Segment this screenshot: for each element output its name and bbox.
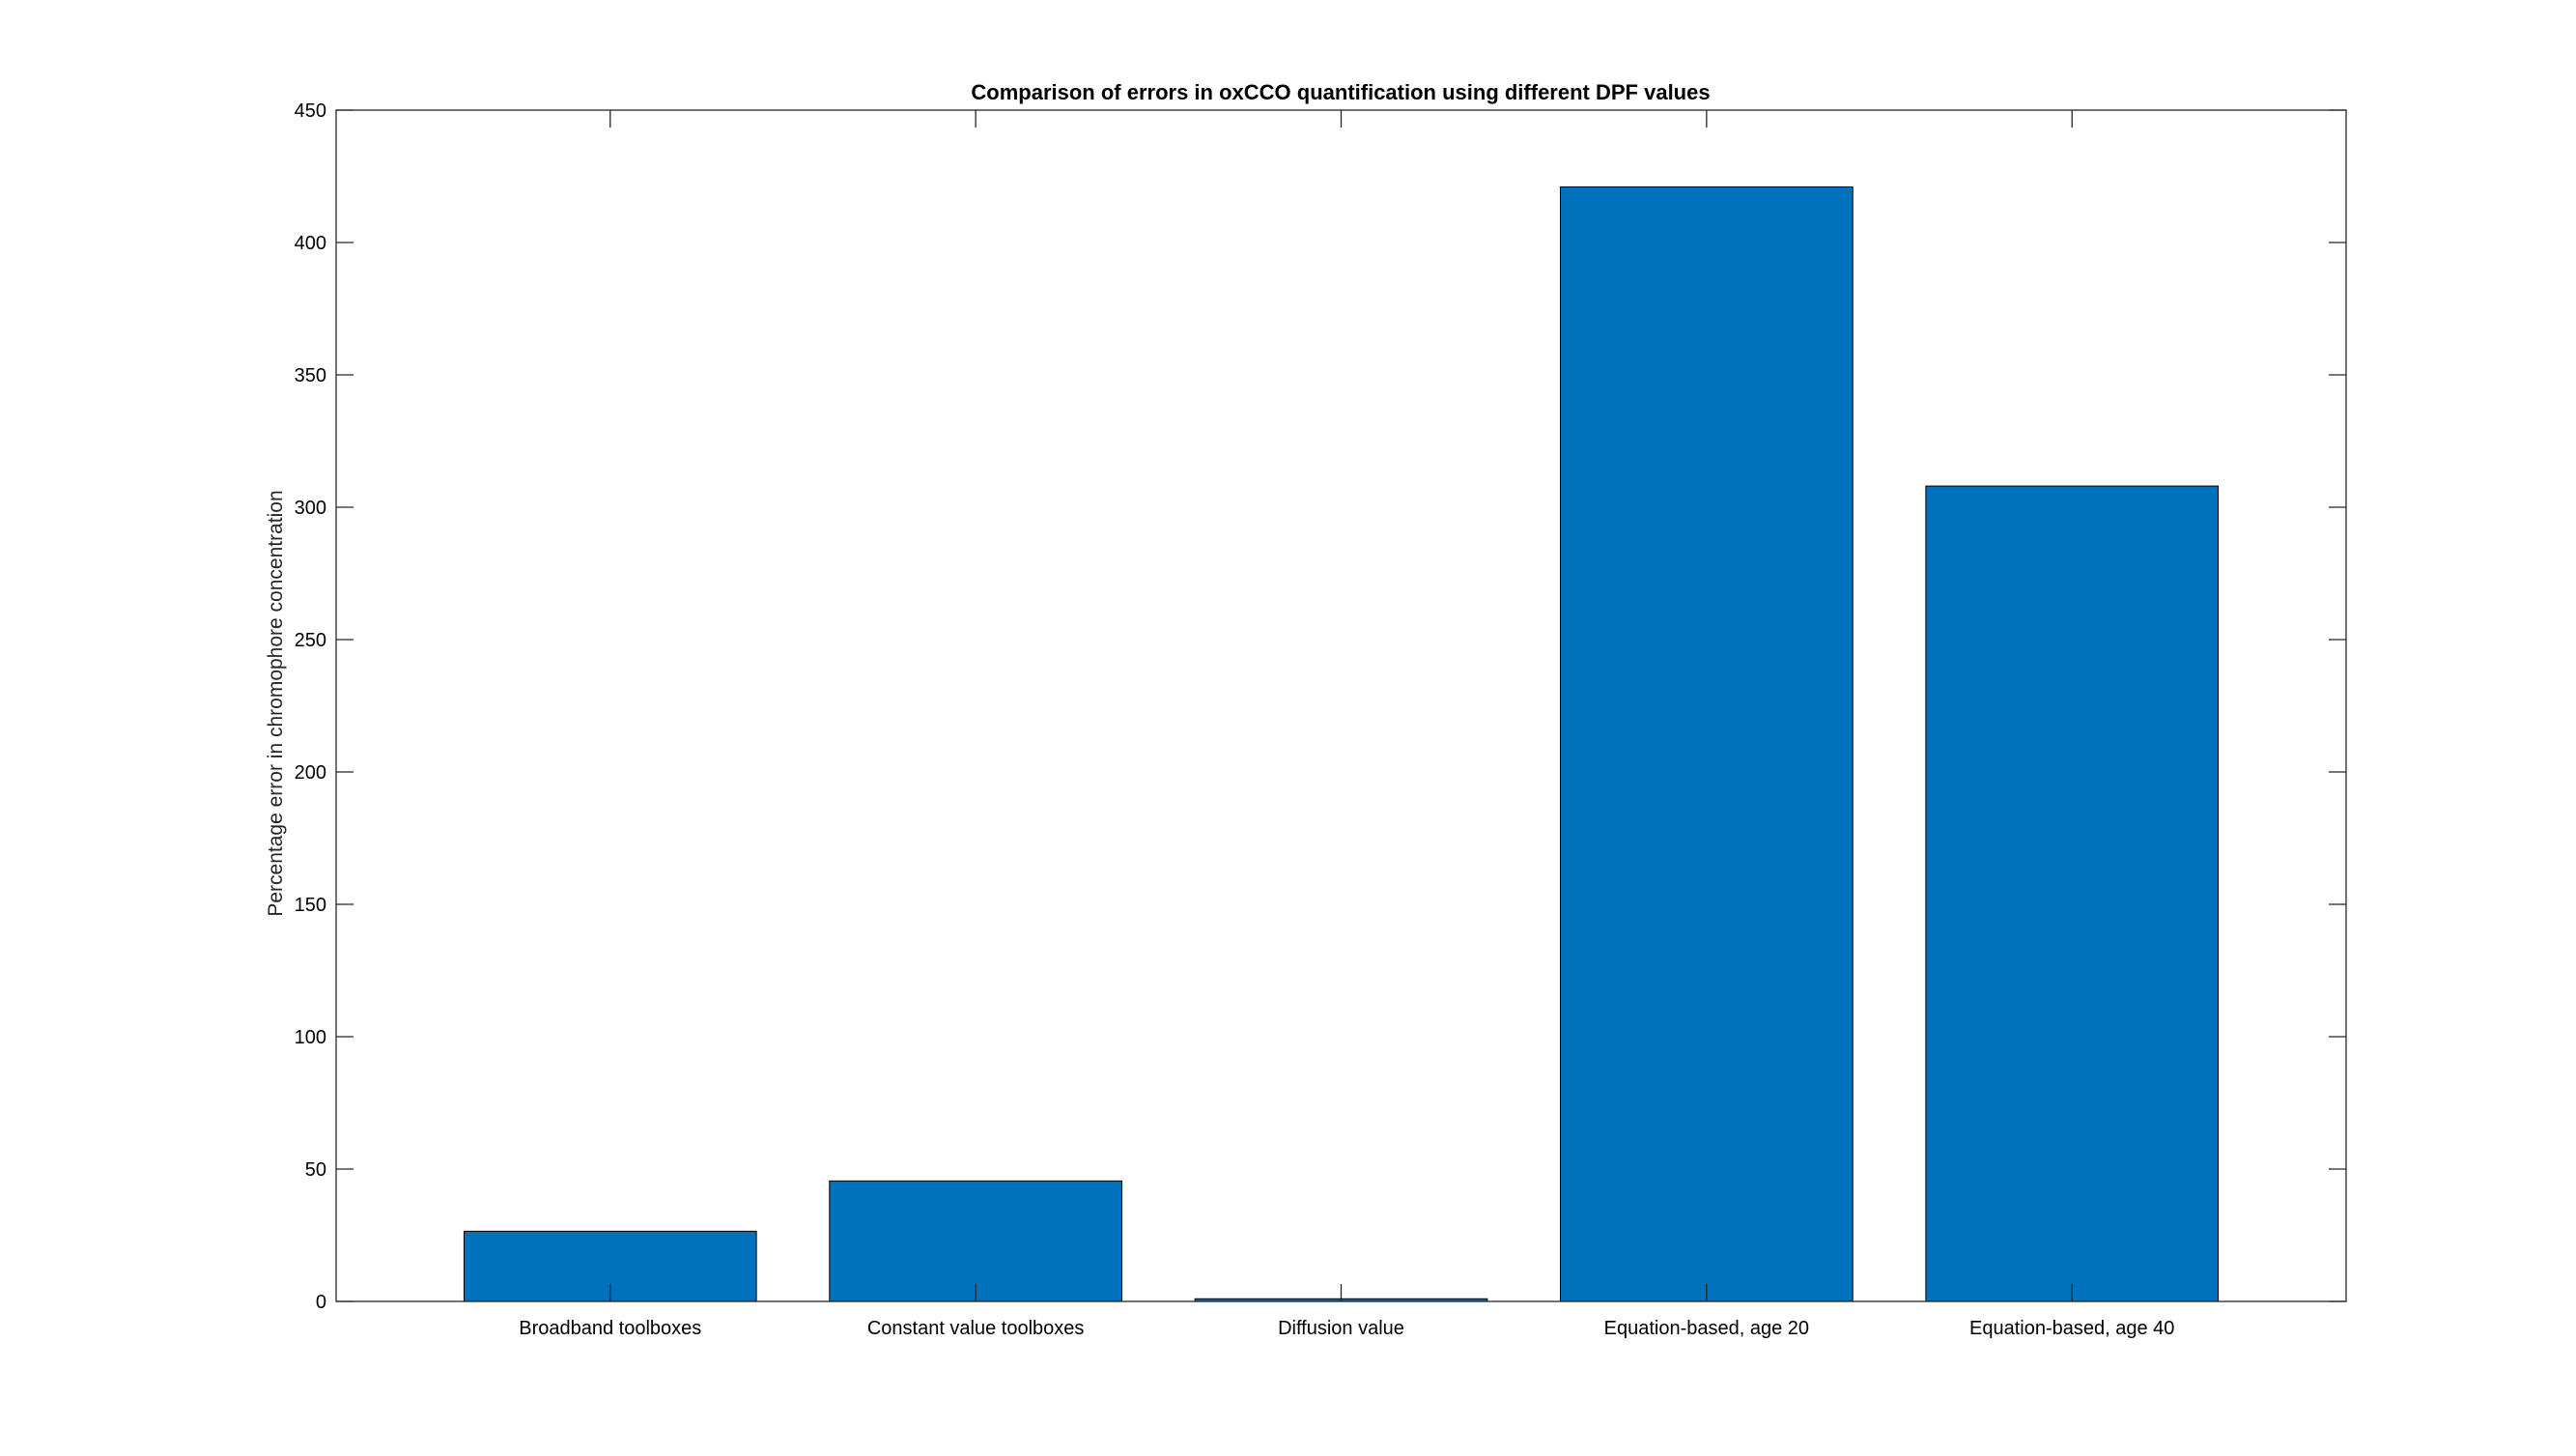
y-tick-label-0: 0: [316, 1292, 326, 1313]
x-tick-label-0: Broadband toolboxes: [519, 1318, 701, 1339]
tick-labels-layer: Broadband toolboxes Constant value toolbo…: [295, 100, 2175, 1339]
x-tick-label-2: Diffusion value: [1278, 1318, 1404, 1339]
x-tick-label-4: Equation-based, age 40: [1969, 1318, 2174, 1339]
y-tick-label-6: 300: [295, 498, 326, 519]
y-tick-label-4: 200: [295, 762, 326, 784]
y-tick-label-8: 400: [295, 233, 326, 254]
y-tick-label-5: 250: [295, 630, 326, 651]
bar-4: [1925, 485, 2220, 1302]
x-tick-label-1: Constant value toolboxes: [867, 1318, 1085, 1339]
bar-1: [829, 1180, 1122, 1302]
y-tick-label-3: 150: [295, 895, 326, 916]
y-tick-label-1: 50: [305, 1159, 326, 1181]
bar-3: [1560, 186, 1854, 1302]
y-tick-label-9: 450: [295, 100, 326, 122]
x-tick-label-3: Equation-based, age 20: [1604, 1318, 1809, 1339]
chart-title: Comparison of errors in oxCCO quantifica…: [971, 80, 1710, 104]
bars-layer: [463, 186, 2220, 1302]
y-axis-label: Percentage error in chromophore concentr…: [265, 490, 287, 916]
y-tick-label-2: 100: [295, 1027, 326, 1048]
y-tick-label-7: 350: [295, 365, 326, 386]
plot-area-frame: [335, 109, 2347, 1302]
